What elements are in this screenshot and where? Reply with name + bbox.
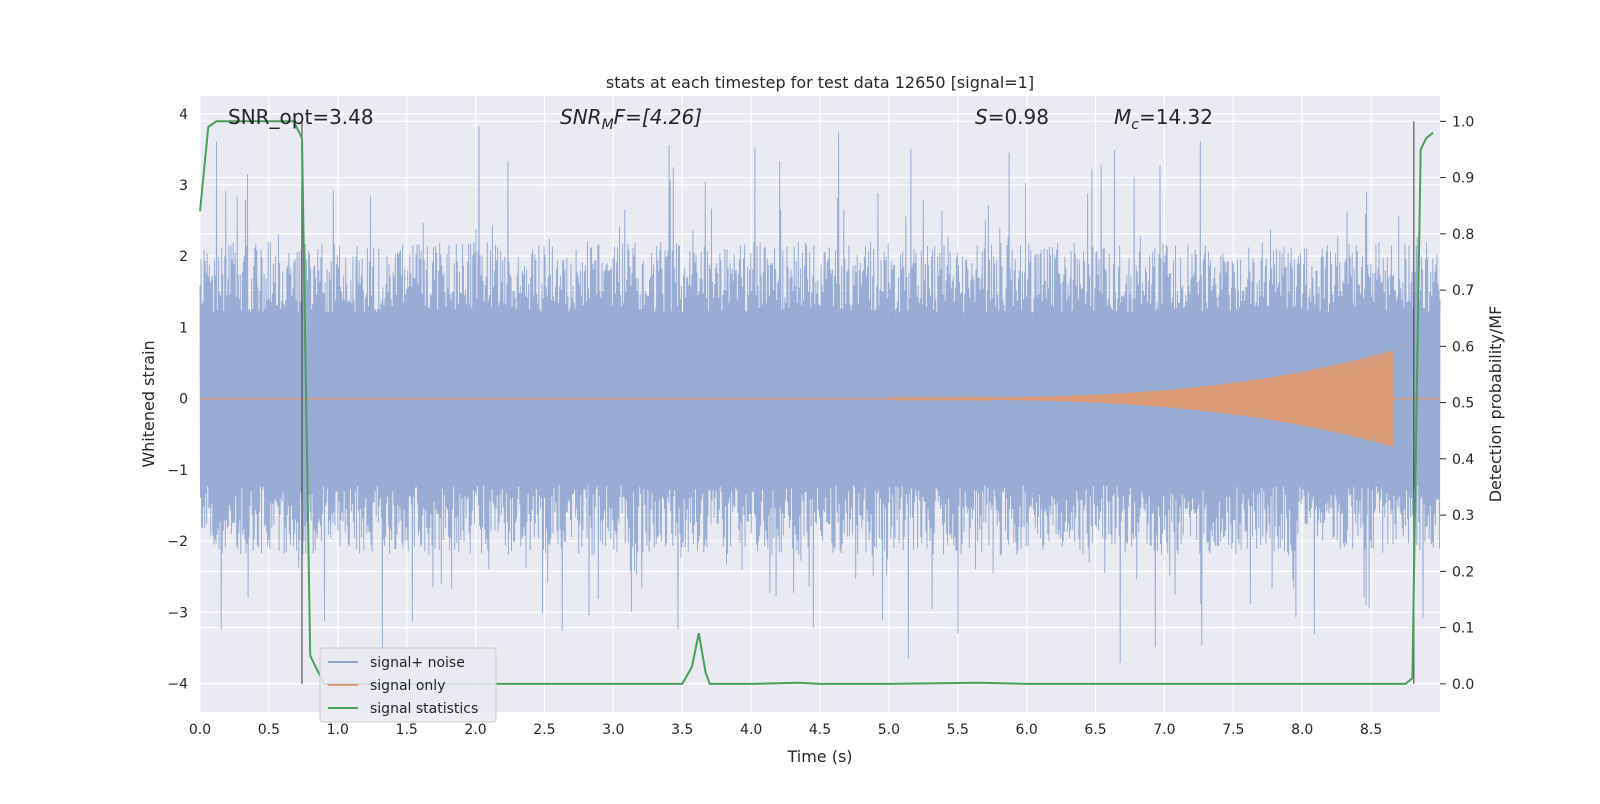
- annotation-snr-mf-tail: F=[4.26]: [614, 105, 702, 129]
- x-tick-label: 2.0: [464, 722, 486, 738]
- y2-tick-label: 0.0: [1452, 677, 1474, 693]
- annotation-snr-mf-base: SNR: [560, 105, 602, 129]
- y-tick-label: 4: [179, 107, 188, 123]
- legend-label-signal-only: signal only: [370, 678, 445, 694]
- y2-axis-ticks: 0.0 0.1 0.2 0.3 0.4 0.5 0.6 0.7 0.8 0.9 1.0: [1440, 114, 1474, 693]
- y-tick-label: −3: [167, 605, 188, 621]
- annotation-mc: Mc=14.32: [1114, 105, 1213, 133]
- x-tick-label: 0.5: [258, 722, 280, 738]
- annotation-snr-mf-sub: M: [602, 117, 614, 133]
- x-tick-label: 3.5: [671, 722, 693, 738]
- y2-tick-label: 0.9: [1452, 171, 1474, 187]
- y2-tick-label: 0.2: [1452, 564, 1474, 580]
- y-tick-label: −4: [167, 677, 188, 693]
- x-tick-label: 6.0: [1016, 722, 1038, 738]
- annotation-snr-opt: SNR_opt=3.48: [228, 105, 374, 129]
- x-tick-label: 8.5: [1360, 722, 1382, 738]
- annotations: SNR_opt=3.48 SNRMF=[4.26] S=0.98 Mc=14.32: [228, 105, 1213, 133]
- y-tick-label: 2: [179, 249, 188, 265]
- x-tick-label: 5.0: [878, 722, 900, 738]
- y2-tick-label: 0.8: [1452, 227, 1474, 243]
- series-signal-plus-noise: [199, 126, 1441, 664]
- y2-tick-label: 0.7: [1452, 283, 1474, 299]
- x-tick-label: 1.0: [327, 722, 349, 738]
- annotation-snr-mf: SNRMF=[4.26]: [560, 105, 702, 133]
- x-tick-label: 5.5: [947, 722, 969, 738]
- x-tick-label: 8.0: [1291, 722, 1313, 738]
- y2-tick-label: 0.4: [1452, 452, 1474, 468]
- y-axis-label: Whitened strain: [139, 340, 158, 467]
- x-tick-label: 7.0: [1153, 722, 1175, 738]
- y2-tick-label: 0.5: [1452, 396, 1474, 412]
- x-tick-label: 6.5: [1084, 722, 1106, 738]
- x-tick-label: 0.0: [189, 722, 211, 738]
- series-signal-statistics: [199, 120, 1434, 685]
- annotation-s-base: S: [975, 105, 988, 129]
- y2-tick-label: 0.3: [1452, 508, 1474, 524]
- annotation-mc-tail: =14.32: [1139, 105, 1213, 129]
- x-tick-label: 2.5: [533, 722, 555, 738]
- x-axis-label: Time (s): [786, 747, 852, 766]
- y2-tick-label: 0.6: [1452, 339, 1474, 355]
- legend-label-signal-plus-noise: signal+ noise: [370, 655, 465, 671]
- y-axis-ticks: −4 −3 −2 −1 0 1 2 3 4: [167, 107, 188, 693]
- statistics-trace: [199, 120, 1434, 685]
- y-tick-label: 0: [179, 392, 188, 408]
- legend-label-signal-statistics: signal statistics: [370, 701, 478, 717]
- y2-tick-label: 0.1: [1452, 621, 1474, 637]
- y-tick-label: 1: [179, 320, 188, 336]
- x-tick-label: 4.5: [809, 722, 831, 738]
- chart-title: stats at each timestep for test data 126…: [606, 73, 1034, 92]
- y-tick-label: −2: [167, 534, 188, 550]
- annotation-s: S=0.98: [975, 105, 1049, 129]
- y2-axis-label: Detection probability/MF: [1486, 306, 1505, 503]
- annotation-mc-base: M: [1114, 105, 1131, 129]
- y2-tick-label: 1.0: [1452, 114, 1474, 130]
- signal-chirp-trace: [888, 350, 1394, 447]
- x-tick-label: 1.5: [396, 722, 418, 738]
- legend: signal+ noise signal only signal statist…: [319, 647, 497, 723]
- x-axis-ticks: 0.0 0.5 1.0 1.5 2.0 2.5 3.0 3.5 4.0 4.5 5.0 5.5 6.0 6…: [189, 722, 1382, 738]
- x-tick-label: 7.5: [1222, 722, 1244, 738]
- y-tick-label: −1: [167, 463, 188, 479]
- y-tick-label: 3: [179, 178, 188, 194]
- x-tick-label: 4.0: [740, 722, 762, 738]
- annotation-mc-sub: c: [1131, 117, 1139, 133]
- legend-box: [319, 647, 497, 723]
- noise-trace: [199, 126, 1441, 664]
- annotation-s-tail: =0.98: [988, 105, 1049, 129]
- x-tick-label: 3.0: [602, 722, 624, 738]
